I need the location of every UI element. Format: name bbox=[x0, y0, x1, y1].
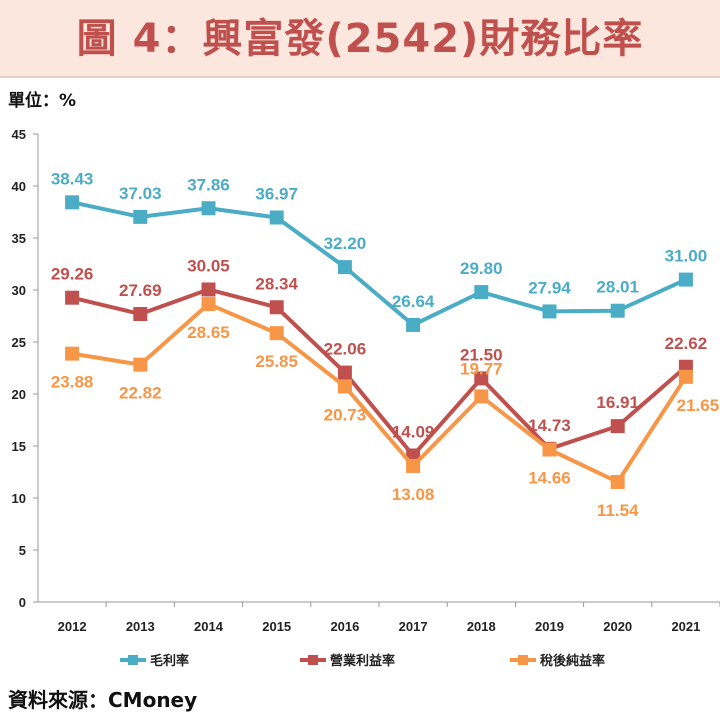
line-chart: 0 5 10 15 20 25 30 35 40 45 2012 2013 2014 2015 2016 20… bbox=[12, 127, 720, 669]
y-tick-label: 40 bbox=[12, 179, 26, 194]
data-label: 27.69 bbox=[119, 281, 162, 300]
x-tick-label: 2016 bbox=[330, 619, 359, 634]
data-point-marker bbox=[65, 195, 80, 210]
x-tick-label: 2014 bbox=[194, 619, 224, 634]
data-point-marker bbox=[337, 379, 352, 394]
data-point-marker bbox=[542, 442, 557, 457]
legend-label: 稅後純益率 bbox=[540, 653, 605, 669]
data-label: 20.73 bbox=[324, 405, 367, 424]
data-point-marker bbox=[65, 346, 80, 361]
data-label: 19.77 bbox=[460, 359, 503, 378]
y-tick-label: 25 bbox=[12, 335, 26, 350]
x-tick-label: 2013 bbox=[126, 619, 155, 634]
data-point-marker bbox=[474, 371, 489, 386]
data-point-marker bbox=[269, 210, 284, 225]
data-point-marker bbox=[201, 201, 216, 216]
x-tick-label: 2020 bbox=[603, 619, 632, 634]
data-point-marker bbox=[678, 272, 693, 287]
x-tick-label: 2019 bbox=[535, 619, 564, 634]
data-label: 25.85 bbox=[255, 352, 298, 371]
y-tick-label: 20 bbox=[12, 387, 26, 402]
data-label: 29.80 bbox=[460, 259, 503, 278]
legend-swatch-marker bbox=[308, 655, 318, 665]
y-tick-label: 30 bbox=[12, 283, 26, 298]
source-note: 資料來源：CMoney bbox=[8, 688, 198, 712]
data-label: 28.34 bbox=[255, 274, 298, 293]
series-line bbox=[71, 200, 687, 327]
legend-swatch-marker bbox=[128, 655, 138, 665]
x-tick-label: 2018 bbox=[467, 619, 496, 634]
y-tick-label: 15 bbox=[12, 439, 26, 454]
data-label: 32.20 bbox=[324, 234, 367, 253]
data-label: 30.05 bbox=[187, 256, 230, 275]
data-point-marker bbox=[201, 282, 216, 297]
data-label: 26.64 bbox=[392, 292, 435, 311]
data-label: 31.00 bbox=[665, 247, 708, 266]
legend-swatch-marker bbox=[518, 655, 528, 665]
y-tick-label: 5 bbox=[19, 543, 26, 558]
data-point-marker bbox=[133, 209, 148, 224]
data-point-marker bbox=[269, 326, 284, 341]
data-point-marker bbox=[133, 307, 148, 322]
x-tick-label: 2021 bbox=[671, 619, 700, 634]
data-point-marker bbox=[65, 290, 80, 305]
data-point-marker bbox=[474, 389, 489, 404]
data-label: 28.01 bbox=[596, 278, 639, 297]
data-point-marker bbox=[406, 458, 421, 473]
data-point-marker bbox=[201, 297, 216, 312]
data-label: 28.65 bbox=[187, 323, 230, 342]
data-label: 23.88 bbox=[51, 373, 94, 392]
data-label: 36.97 bbox=[255, 185, 298, 204]
data-point-marker bbox=[610, 474, 625, 489]
data-label: 27.94 bbox=[528, 278, 571, 297]
data-label: 21.50 bbox=[460, 345, 503, 364]
data-label: 29.26 bbox=[51, 265, 94, 284]
data-label: 38.43 bbox=[51, 169, 94, 188]
data-label: 11.54 bbox=[597, 501, 639, 520]
data-label: 37.03 bbox=[119, 184, 162, 203]
data-label: 14.09 bbox=[392, 422, 435, 441]
x-tick-label: 2015 bbox=[262, 619, 291, 634]
legend-label: 毛利率 bbox=[150, 653, 189, 669]
data-point-marker bbox=[406, 317, 421, 332]
data-label: 14.73 bbox=[528, 416, 571, 435]
y-tick-label: 45 bbox=[12, 127, 26, 142]
data-point-marker bbox=[542, 304, 557, 319]
data-point-marker bbox=[474, 285, 489, 300]
data-label: 22.06 bbox=[324, 340, 367, 359]
y-tick-label: 35 bbox=[12, 231, 26, 246]
data-point-marker bbox=[678, 369, 693, 384]
series-line bbox=[71, 287, 688, 458]
y-tick-label: 0 bbox=[19, 595, 26, 610]
data-point-marker bbox=[337, 260, 352, 275]
unit-label: 單位：% bbox=[8, 91, 77, 111]
data-label: 14.66 bbox=[528, 469, 571, 488]
y-tick-label: 10 bbox=[12, 491, 26, 506]
title-banner: 圖 4：興富發(2542)財務比率 bbox=[0, 0, 720, 78]
series-line bbox=[71, 302, 688, 484]
data-label: 22.62 bbox=[665, 334, 708, 353]
data-label: 16.91 bbox=[596, 393, 639, 412]
data-point-marker bbox=[269, 300, 284, 315]
x-tick-label: 2017 bbox=[399, 619, 428, 634]
data-label: 13.08 bbox=[392, 485, 435, 504]
data-point-marker bbox=[610, 303, 625, 318]
data-label: 22.82 bbox=[119, 384, 162, 403]
legend-label: 營業利益率 bbox=[330, 653, 395, 669]
chart-title: 圖 4：興富發(2542)財務比率 bbox=[76, 16, 644, 62]
data-point-marker bbox=[337, 365, 352, 380]
data-label: 21.65 bbox=[677, 396, 720, 415]
x-tick-label: 2012 bbox=[58, 619, 87, 634]
data-point-marker bbox=[133, 357, 148, 372]
data-point-marker bbox=[610, 419, 625, 434]
data-label: 37.86 bbox=[187, 175, 230, 194]
